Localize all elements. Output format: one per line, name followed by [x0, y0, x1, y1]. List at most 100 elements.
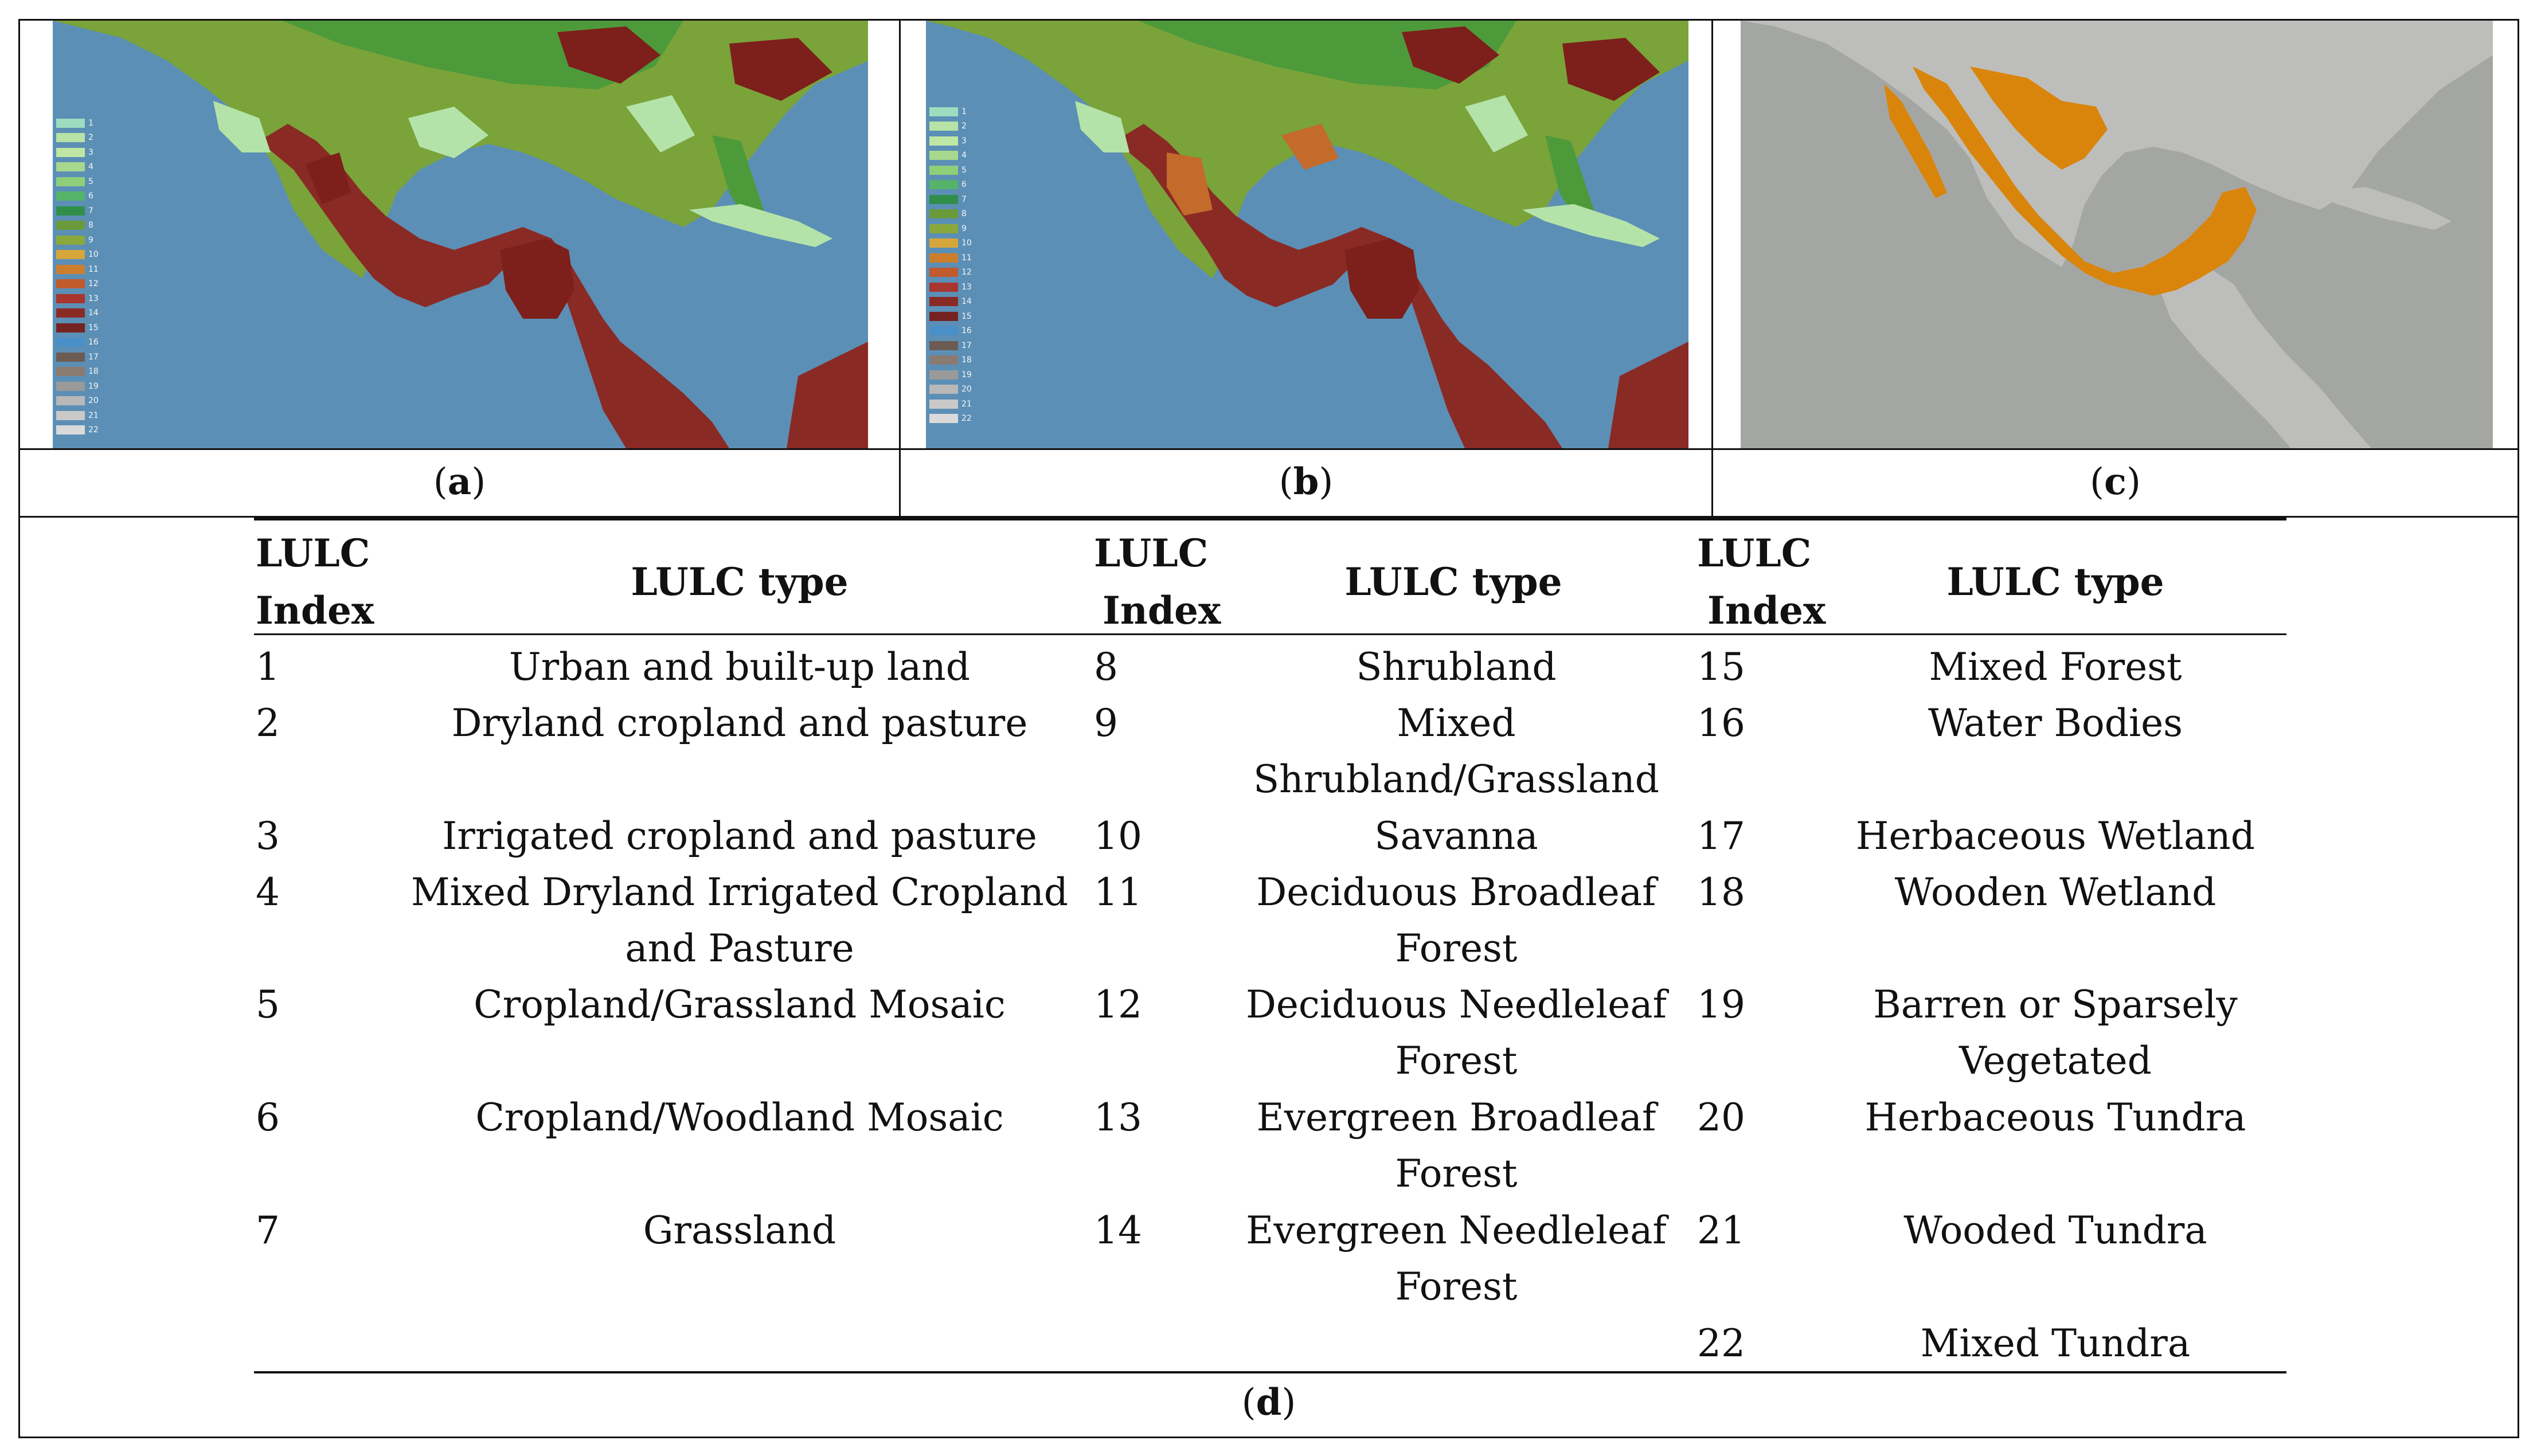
- legend-label: 19: [88, 381, 99, 391]
- yucatan: [500, 238, 574, 319]
- legend-swatch: [56, 381, 85, 391]
- type-cell: Grassland: [643, 1208, 836, 1253]
- legend-label: 7: [88, 206, 93, 216]
- legend-label: 21: [961, 399, 972, 409]
- legend-label: 20: [88, 396, 99, 406]
- type-cell: Shrubland: [1356, 645, 1557, 689]
- legend-swatch: [56, 177, 85, 186]
- legend-row: 1: [56, 116, 99, 131]
- legend-row: 3: [56, 145, 99, 160]
- legend-swatch: [929, 297, 958, 307]
- type-cell: Cropland/Woodland Mosaic: [475, 1095, 1004, 1140]
- legend-label: 13: [88, 293, 99, 303]
- legend-row: 11: [929, 251, 972, 265]
- legend-swatch: [56, 221, 85, 230]
- index-cell: 21: [1697, 1208, 1745, 1253]
- legend-label: 12: [961, 268, 972, 277]
- legend-swatch: [929, 385, 958, 394]
- table-bottom-rule: [254, 1371, 2286, 1373]
- header-index-line2: Index: [1103, 588, 1221, 633]
- type-cell: Mixed Tundra: [1920, 1321, 2191, 1365]
- legend-swatch: [56, 147, 85, 157]
- legend-swatch: [56, 367, 85, 377]
- type-cell: Wooden Wetland: [1894, 870, 2217, 914]
- legend-row: 4: [56, 160, 99, 175]
- type-cell: Mixed Forest: [1929, 645, 2182, 689]
- legend-label: 4: [961, 151, 967, 161]
- type-cell: Mixed Shrubland/Grassland: [1253, 701, 1660, 801]
- legend-b: 1 2 3 4 5 6 7 8 9 10 11 12 13 14 15 16 1…: [929, 104, 972, 426]
- legend-swatch: [929, 122, 958, 131]
- legend-label: 1: [88, 118, 93, 128]
- legend-swatch: [56, 133, 85, 143]
- legend-row: 7: [56, 203, 99, 218]
- legend-row: 22: [929, 412, 972, 426]
- header-index-line2: Index: [256, 588, 374, 633]
- legend-row: 21: [56, 408, 99, 423]
- legend-row: 9: [56, 233, 99, 248]
- table-header-rule: [254, 633, 2286, 635]
- type-cell: Wooded Tundra: [1903, 1208, 2207, 1253]
- divider-maps-table: [18, 516, 2519, 518]
- header-index-col2: LULC Index: [1094, 525, 1221, 639]
- legend-label: 6: [88, 191, 93, 201]
- legend-label: 2: [88, 133, 93, 143]
- legend-swatch: [929, 253, 958, 263]
- legend-label: 16: [88, 338, 99, 347]
- index-cell: 9: [1094, 701, 1118, 745]
- legend-row: 17: [56, 350, 99, 365]
- legend-label: 15: [88, 323, 99, 332]
- caption-paren-close: ): [1319, 461, 1334, 503]
- dark-patches: [1402, 26, 1660, 101]
- legend-label: 14: [88, 308, 99, 318]
- type-cell: Dryland cropland and pasture: [451, 701, 1028, 745]
- legend-row: 5: [929, 163, 972, 178]
- legend-label: 10: [961, 238, 972, 248]
- caption-letter: a: [447, 460, 472, 503]
- header-index-col1: LULC Index: [256, 525, 374, 639]
- index-cell: 3: [256, 814, 280, 858]
- legend-row: 17: [929, 338, 972, 353]
- legend-swatch: [56, 250, 85, 260]
- header-type-text: LULC type: [1344, 559, 1562, 604]
- legend-label: 16: [961, 326, 972, 336]
- index-cell: 20: [1697, 1095, 1745, 1140]
- legend-swatch: [929, 355, 958, 365]
- light-patches: [1075, 95, 1528, 152]
- legend-row: 9: [929, 221, 972, 236]
- caption-paren-close: ): [2126, 461, 2141, 503]
- legend-label: 11: [88, 264, 99, 274]
- legend-label: 12: [88, 279, 99, 289]
- index-cell: 15: [1697, 645, 1745, 689]
- header-index-line1: LULC: [256, 531, 370, 576]
- legend-row: 12: [56, 277, 99, 292]
- caption-letter: b: [1293, 460, 1319, 503]
- index-cell: 14: [1094, 1208, 1142, 1253]
- legend-label: 11: [961, 253, 972, 263]
- type-cell: Barren or Sparsely Vegetated: [1873, 983, 2238, 1083]
- header-type-col2: LULC type: [1244, 553, 1663, 610]
- index-cell: 16: [1697, 701, 1745, 745]
- divider-ab: [899, 19, 901, 516]
- central-america-land: [2153, 261, 2371, 448]
- legend-swatch: [929, 370, 958, 379]
- type-cell: Irrigated cropland and pasture: [442, 814, 1037, 858]
- index-cell: 19: [1697, 983, 1745, 1027]
- legend-swatch: [929, 326, 958, 336]
- legend-swatch: [929, 151, 958, 161]
- caption-paren-open: (: [1241, 1381, 1256, 1424]
- legend-swatch: [929, 414, 958, 424]
- figure-frame: [18, 19, 2519, 1438]
- type-cell: Savanna: [1374, 814, 1538, 858]
- legend-row: 8: [929, 207, 972, 222]
- legend-swatch: [929, 340, 958, 350]
- legend-swatch: [56, 338, 85, 347]
- legend-swatch: [56, 308, 85, 318]
- study-area-map-c: [1741, 21, 2493, 448]
- legend-label: 3: [88, 147, 93, 157]
- legend-label: 17: [961, 340, 972, 350]
- legend-row: 20: [56, 394, 99, 409]
- divider-bc: [1711, 19, 1713, 516]
- cuba: [1522, 204, 1660, 247]
- legend-label: 10: [88, 250, 99, 260]
